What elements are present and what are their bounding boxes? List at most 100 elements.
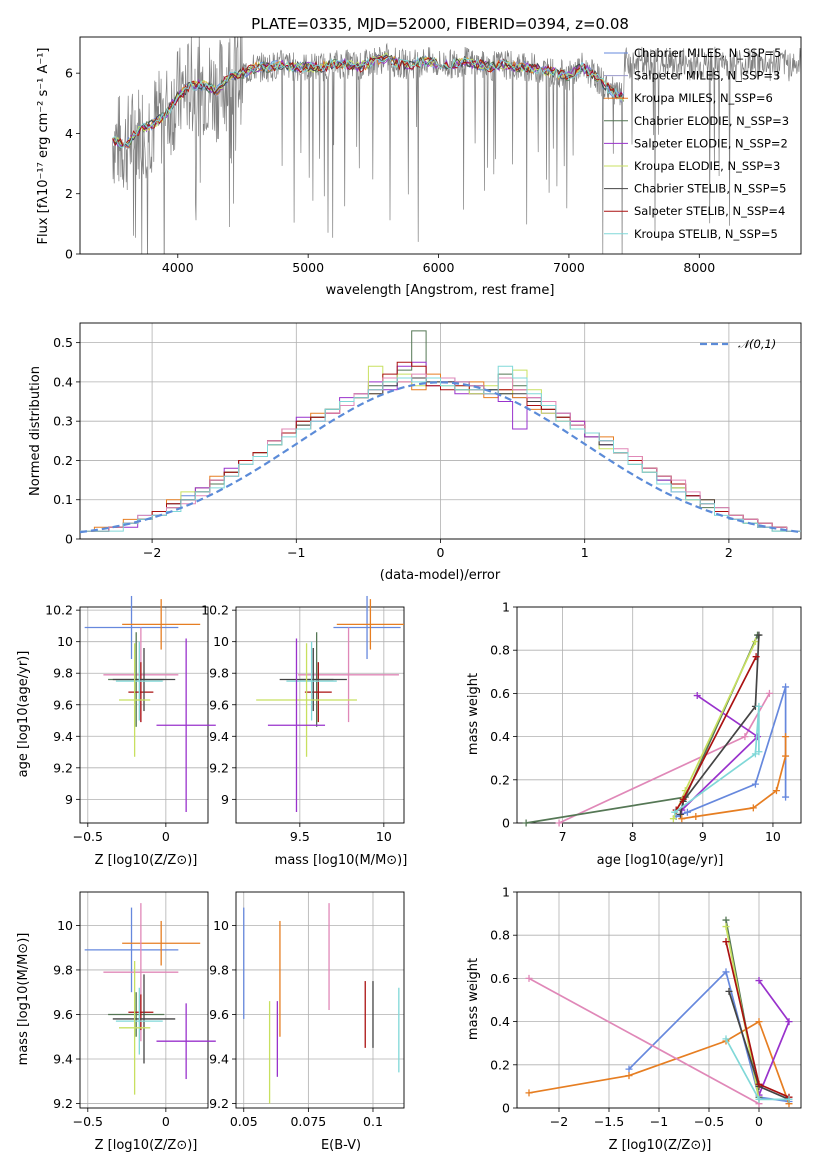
mass-weight-vs-metallicity-panel: Z [log10(Z/Z⊙)] mass weight −2 −1.5 −1 −0.5… [466,885,802,1153]
y-tick-label: 0.2 [490,1057,510,1072]
y-tick-label: 9.8 [209,962,229,977]
histogram-ylabel: Normed distribution [28,366,43,496]
weight-z-ylabel: mass weight [466,958,481,1040]
y-tick-label: 0.8 [490,643,510,658]
x-tick-label: −2 [143,545,161,560]
y-tick-label: 9.2 [53,1096,73,1111]
spectrum-ylabel: Flux [fλ10⁻¹⁷ erg cm⁻² s⁻¹ A⁻¹] [36,48,51,245]
legend-label: Salpeter ELODIE, N_SSP=2 [634,136,788,150]
histogram-steps [80,373,801,532]
legend-label: Kroupa MILES, N_SSP=6 [634,91,773,105]
x-tick-label: 0 [755,1114,763,1129]
weight-age-ylabel: mass weight [466,673,481,755]
y-tick-label: 0.8 [490,928,510,943]
mass-weight-marker [749,804,757,812]
axes-frame [235,606,405,824]
y-tick-label: 9.4 [209,1052,229,1067]
mass-weight-marker [725,987,733,995]
legend-label: Chabrier ELODIE, N_SSP=3 [634,114,789,128]
x-tick-label: 8 [629,829,637,844]
mass-weight-marker [755,631,763,639]
x-tick-label: 9 [699,829,707,844]
mass-weight-marker [678,815,686,823]
y-tick-label: 0.5 [53,335,73,350]
mass-weight-line [675,656,757,811]
mass-weight-marker [722,968,730,976]
mass-weight-marker [722,916,730,924]
mass-weight-marker [683,808,691,816]
y-tick-label: 9.6 [209,697,229,712]
axes-frame [516,606,802,824]
mass-weight-marker [522,819,530,827]
residual-histogram-panel: (data-model)/error Normed distribution −… [28,322,802,583]
mass-weight-marker [722,923,730,931]
mass-weight-marker [755,1018,763,1026]
x-tick-label: 10 [765,829,781,844]
x-tick-label: 7 [559,829,567,844]
y-tick-label: 10 [213,634,229,649]
mass-weight-marker [679,795,687,803]
axes-frame [79,606,209,824]
weight-z-xlabel: Z [log10(Z/Z⊙)] [609,1138,712,1153]
age-z-xlabel: Z [log10(Z/Z⊙)] [95,853,198,868]
x-tick-label: 0 [162,1114,170,1129]
histogram-steps [80,365,801,532]
y-tick-label: 0.4 [490,1014,510,1029]
axes-frame [235,891,405,1109]
x-tick-label: −0.5 [694,1114,724,1129]
x-tick-label: 0.1 [363,1114,383,1129]
mass-weight-marker [625,1065,633,1073]
axes-frame [79,891,209,1109]
y-tick-label: 0.2 [53,453,73,468]
axes-frame [79,36,802,255]
mass-weight-marker [755,1080,763,1088]
observed-spectrum [112,37,801,254]
y-tick-label: 0.4 [53,374,73,389]
mass-weight-marker [525,1089,533,1097]
mass-weight-marker [782,793,790,801]
legend-label: 𝒩(0,1) [738,337,776,351]
x-tick-label: 8000 [683,260,715,275]
mass-z-xlabel: Z [log10(Z/Z⊙)] [95,1138,198,1153]
mass-weight-marker [669,815,677,823]
x-tick-label: 4000 [162,260,194,275]
mass-weight-marker [755,748,763,756]
legend-label: Kroupa STELIB, N_SSP=5 [634,227,778,241]
mass-weight-marker [525,974,533,982]
mass-weight-marker [625,1072,633,1080]
y-tick-label: 9.8 [53,666,73,681]
mass-weight-marker [782,733,790,741]
legend-label: Salpeter MILES, N_SSP=3 [634,69,780,83]
y-tick-label: 9.2 [209,1096,229,1111]
mass-weight-marker [755,702,763,710]
x-tick-label: −1 [287,545,305,560]
x-tick-label: 0 [162,829,170,844]
x-tick-label: −2 [550,1114,568,1129]
mass-weight-marker [722,1035,730,1043]
mass-vs-extinction-panel: E(B-V) 0.05 0.075 0.1 9.2 9.4 9.6 9.8 10 [209,891,405,1153]
mass-weight-marker [785,1095,793,1103]
x-tick-label: 1 [581,545,589,560]
mass-weight-line [681,736,787,820]
y-tick-label: 0.2 [490,772,510,787]
mass-weight-marker [671,808,679,816]
x-tick-label: −0.5 [73,1114,103,1129]
y-tick-label: 10.2 [201,603,229,618]
y-tick-label: 6 [65,66,73,81]
age-vs-mass-panel: mass [log10(M/M⊙)] 9.5 10 9 9.2 9.4 9.6 9.8 10 1… [201,595,407,868]
y-tick-label: 0.4 [490,729,510,744]
y-tick-label: 1 [502,600,510,615]
mass-vs-metallicity-panel: Z [log10(Z/Z⊙)] mass [log10(M/M⊙)] −0.5 0… [16,891,216,1153]
y-tick-label: 1 [502,885,510,900]
y-tick-label: 0.1 [53,492,73,507]
mass-weight-marker [692,813,700,821]
legend-label: Chabrier STELIB, N_SSP=5 [634,182,786,196]
spectrum-xlabel: wavelength [Angstrom, rest frame] [326,283,555,298]
x-tick-label: 2 [725,545,733,560]
y-tick-label: 9.6 [53,1007,73,1022]
x-tick-label: −1.5 [594,1114,624,1129]
mass-weight-marker [722,938,730,946]
x-tick-label: −0.5 [73,829,103,844]
mass-weight-line [558,692,771,824]
y-tick-label: 9.8 [53,962,73,977]
